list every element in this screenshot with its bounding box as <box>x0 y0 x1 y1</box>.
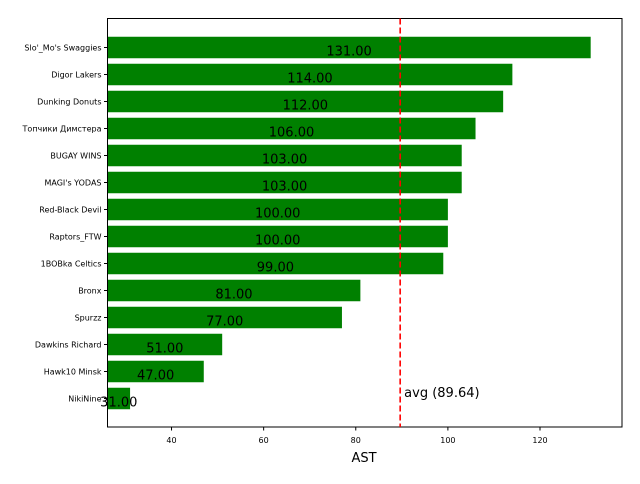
x-axis-label: AST <box>351 451 376 466</box>
data-label: 51.00 <box>146 342 183 357</box>
x-tick-label: 40 <box>166 436 176 445</box>
data-label: 100.00 <box>255 234 301 249</box>
y-tick-label: NikiNine <box>68 395 101 404</box>
bar <box>107 36 591 59</box>
y-tick-label: Red-Black Devil <box>39 206 101 215</box>
data-label: 114.00 <box>287 72 333 87</box>
average-label: avg (89.64) <box>404 386 479 401</box>
bar <box>107 225 448 248</box>
data-label: 100.00 <box>255 207 301 222</box>
data-label: 81.00 <box>215 288 252 303</box>
bar <box>107 144 462 167</box>
x-tick-label: 80 <box>351 436 361 445</box>
bar <box>107 252 444 275</box>
data-label: 112.00 <box>283 99 329 114</box>
y-tick-label: Slo'_Mo's Swaggies <box>24 44 101 53</box>
y-tick-label: BUGAY WINS <box>50 152 101 161</box>
data-label: 99.00 <box>257 261 294 276</box>
y-tick-label: Hawk10 Minsk <box>44 368 102 377</box>
bar <box>107 333 223 356</box>
bar <box>107 198 448 221</box>
data-label: 31.00 <box>100 396 137 411</box>
x-tick-label: 60 <box>259 436 269 445</box>
data-label: 131.00 <box>326 45 372 60</box>
bar <box>107 279 361 302</box>
bar <box>107 387 131 410</box>
x-tick-label: 120 <box>532 436 547 445</box>
bar <box>107 171 462 194</box>
y-tick-label: Dawkins Richard <box>35 341 102 350</box>
bar <box>107 117 476 140</box>
plot-frame <box>107 18 623 428</box>
y-tick-label: Digor Lakers <box>51 71 101 80</box>
y-tick-label: Топчики Димстера <box>22 125 102 134</box>
y-tick-label: Dunking Donuts <box>37 98 101 107</box>
bar <box>107 63 513 86</box>
data-label: 77.00 <box>206 315 243 330</box>
y-tick-label: Bronx <box>78 287 102 296</box>
y-tick-label: Raptors_FTW <box>49 233 101 242</box>
bar <box>107 90 504 113</box>
data-label: 106.00 <box>269 126 315 141</box>
bar <box>107 360 204 383</box>
y-tick-label: 1BOBka Celtics <box>41 260 102 269</box>
data-label: 47.00 <box>137 369 174 384</box>
bar <box>107 306 342 329</box>
x-tick-label: 100 <box>440 436 455 445</box>
data-label: 103.00 <box>262 180 308 195</box>
y-tick-label: Spurzz <box>75 314 102 323</box>
data-label: 103.00 <box>262 153 308 168</box>
y-tick-label: MAGI's YODAS <box>44 179 101 188</box>
